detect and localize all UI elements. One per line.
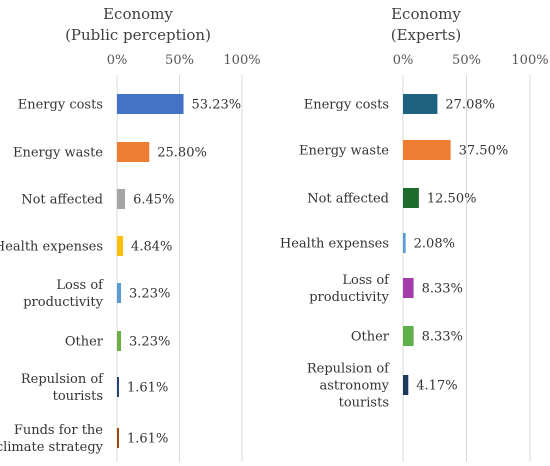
- right-chart-bar: [403, 140, 451, 160]
- left-chart-category-label: Energy waste: [13, 146, 103, 161]
- left-chart-category-label: Repulsion of tourists: [21, 372, 104, 404]
- right-chart-category-label: Other: [351, 330, 390, 345]
- right-chart-category-label: Loss of productivity: [309, 273, 390, 305]
- right-chart-title: Economy (Experts): [391, 5, 462, 44]
- left-chart-bar: [117, 331, 122, 351]
- right-chart-bar: [403, 326, 414, 346]
- left-chart-tick-label: 100%: [223, 53, 260, 68]
- left-chart-tick-label: 50%: [165, 53, 194, 68]
- left-chart-bar: [117, 283, 122, 303]
- left-chart-bar: [117, 94, 184, 114]
- left-chart-value-label: 3.23%: [129, 287, 170, 302]
- right-chart-tick-label: 50%: [452, 53, 481, 68]
- right-chart-category-label: Energy costs: [304, 98, 389, 113]
- right-chart-category-label: Energy waste: [299, 144, 389, 159]
- left-chart-value-label: 3.23%: [129, 335, 170, 350]
- right-chart-bar: [403, 278, 414, 298]
- left-chart-category-label: Energy costs: [18, 98, 103, 113]
- left-chart-tick-label: 0%: [107, 53, 128, 68]
- left-chart-category-label: Not affected: [21, 193, 103, 208]
- right-chart-category-label: Health expenses: [280, 237, 389, 252]
- left-chart-category-label: Funds for the climate strategy: [0, 423, 104, 455]
- right-chart-value-label: 8.33%: [422, 282, 463, 297]
- left-chart-category-label: Loss of productivity: [23, 278, 104, 310]
- left-chart-bar: [117, 189, 126, 209]
- left-chart-value-label: 1.61%: [127, 381, 168, 396]
- right-chart-bar: [403, 375, 409, 395]
- right-chart-bar: [403, 233, 406, 253]
- right-chart-value-label: 12.50%: [427, 192, 477, 207]
- left-chart-value-label: 4.84%: [131, 240, 172, 255]
- left-chart-value-label: 25.80%: [157, 146, 207, 161]
- left-chart-title: Economy (Public perception): [65, 5, 211, 44]
- left-chart-category-label: Health expenses: [0, 240, 103, 255]
- left-chart-bar: [117, 236, 124, 256]
- left-chart-value-label: 53.23%: [192, 98, 242, 113]
- left-chart-category-label: Other: [65, 335, 104, 350]
- left-chart-bar: [117, 142, 150, 162]
- right-chart-value-label: 37.50%: [459, 144, 509, 159]
- right-chart-tick-label: 0%: [393, 53, 414, 68]
- right-chart-bar: [403, 188, 419, 208]
- right-chart-value-label: 2.08%: [414, 237, 455, 252]
- right-chart-value-label: 27.08%: [445, 98, 495, 113]
- right-chart-value-label: 8.33%: [422, 330, 463, 345]
- right-chart-bar: [403, 94, 438, 114]
- right-chart-category-label: Not affected: [307, 192, 389, 207]
- left-chart-bar: [117, 377, 120, 397]
- left-chart-value-label: 1.61%: [127, 432, 168, 447]
- left-chart-value-label: 6.45%: [133, 193, 174, 208]
- right-chart-value-label: 4.17%: [416, 379, 457, 394]
- left-chart-bar: [117, 428, 120, 448]
- right-chart-tick-label: 100%: [511, 53, 548, 68]
- right-chart-category-label: Repulsion of astronomy tourists: [307, 362, 390, 411]
